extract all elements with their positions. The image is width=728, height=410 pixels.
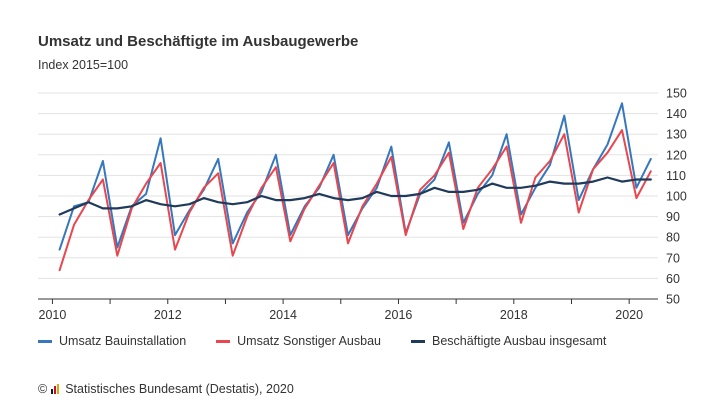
y-tick-label: 150 xyxy=(666,87,687,101)
x-tick-label: 2018 xyxy=(500,308,528,322)
gridlines xyxy=(38,92,658,300)
series-line-sonstiger-ausbau xyxy=(58,129,652,272)
x-axis-labels: 2010 2012 2014 2016 2018 2020 xyxy=(39,308,644,322)
y-tick-label: 130 xyxy=(666,128,687,142)
y-axis-labels: 50 60 70 80 90 100 110 120 130 140 150 xyxy=(666,87,687,307)
x-tick-label: 2016 xyxy=(385,308,413,322)
legend-item-sonstiger-ausbau: Umsatz Sonstiger Ausbau xyxy=(216,334,381,348)
y-tick-label: 100 xyxy=(666,190,687,204)
y-tick-label: 50 xyxy=(666,293,680,307)
legend-swatch xyxy=(216,339,231,343)
x-axis-ticks xyxy=(51,299,630,304)
x-tick-label: 2014 xyxy=(269,308,297,322)
series-line-beschaeftigte xyxy=(58,176,652,216)
chart-subtitle: Index 2015=100 xyxy=(38,58,129,72)
y-tick-label: 90 xyxy=(666,210,680,224)
source-footer: © Statistisches Bundesamt (Destatis), 20… xyxy=(38,382,294,396)
y-tick-label: 60 xyxy=(666,272,680,286)
series-lines xyxy=(58,102,652,272)
y-tick-label: 140 xyxy=(666,107,687,121)
y-tick-label: 110 xyxy=(666,169,686,183)
series-line-bauinstallation xyxy=(58,102,652,251)
x-tick-label: 2012 xyxy=(154,308,182,322)
legend-item-bauinstallation: Umsatz Bauinstallation xyxy=(38,334,186,348)
legend-label: Umsatz Sonstiger Ausbau xyxy=(237,334,381,348)
legend-swatch xyxy=(38,339,52,343)
legend-swatch xyxy=(410,339,425,343)
legend-label: Umsatz Bauinstallation xyxy=(59,334,187,348)
copyright-symbol: © xyxy=(38,382,48,396)
y-tick-label: 70 xyxy=(666,251,680,265)
destatis-logo-icon xyxy=(51,384,60,394)
x-tick-label: 2010 xyxy=(39,308,67,322)
y-tick-label: 80 xyxy=(666,231,680,245)
source-text: Statistisches Bundesamt (Destatis), 2020 xyxy=(65,382,294,396)
chart-title: Umsatz und Beschäftigte im Ausbaugewerbe xyxy=(38,33,359,50)
legend-label: Beschäftigte Ausbau insgesamt xyxy=(431,334,607,348)
legend: Umsatz Bauinstallation Umsatz Sonstiger … xyxy=(38,334,636,348)
y-tick-label: 120 xyxy=(666,148,687,162)
x-tick-label: 2020 xyxy=(615,308,643,322)
legend-item-beschaeftigte: Beschäftigte Ausbau insgesamt xyxy=(410,334,607,348)
